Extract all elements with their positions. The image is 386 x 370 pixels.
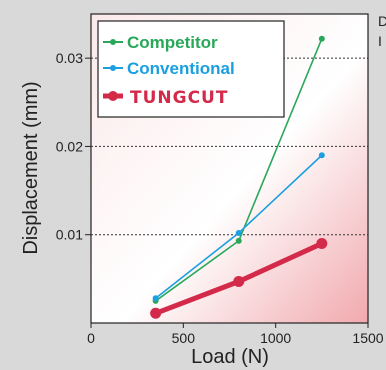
data-point-tungcut <box>316 238 328 250</box>
data-point-competitor <box>318 35 325 42</box>
y-tick-label: 0.02 <box>56 138 83 154</box>
data-point-conventional <box>235 229 242 236</box>
y-axis-title: Displacement (mm) <box>20 81 42 254</box>
x-tick-label: 0 <box>87 330 95 346</box>
x-axis-ticks: 0 500 1000 1500 <box>87 323 384 346</box>
legend-label-conventional: Conventional <box>127 59 235 78</box>
side-note-line-2: I <box>378 33 382 49</box>
y-axis-ticks: 0.01 0.02 0.03 <box>56 50 91 243</box>
x-tick-label: 500 <box>172 330 196 346</box>
data-point-tungcut <box>150 307 162 319</box>
legend-label-tungcut: TUNGCUT <box>130 88 228 108</box>
legend-marker-competitor <box>110 39 116 45</box>
y-tick-label: 0.01 <box>56 227 83 243</box>
x-tick-label: 1000 <box>260 330 291 346</box>
data-point-conventional <box>152 295 159 302</box>
legend-marker-conventional <box>110 65 116 71</box>
legend-marker-tungcut <box>108 91 118 101</box>
series-layer <box>150 35 328 319</box>
x-tick-label: 1500 <box>352 330 383 346</box>
legend: Competitor Conventional TUNGCUT <box>97 20 285 118</box>
data-point-tungcut <box>233 276 245 288</box>
x-axis-title: Load (N) <box>191 346 269 368</box>
legend-label-competitor: Competitor <box>127 33 218 52</box>
data-point-conventional <box>318 152 325 159</box>
side-note-line-1: D <box>378 13 386 29</box>
data-point-competitor <box>235 237 242 244</box>
y-tick-label: 0.03 <box>56 50 83 66</box>
tungcut-logo: TUNGCUT <box>127 84 275 108</box>
